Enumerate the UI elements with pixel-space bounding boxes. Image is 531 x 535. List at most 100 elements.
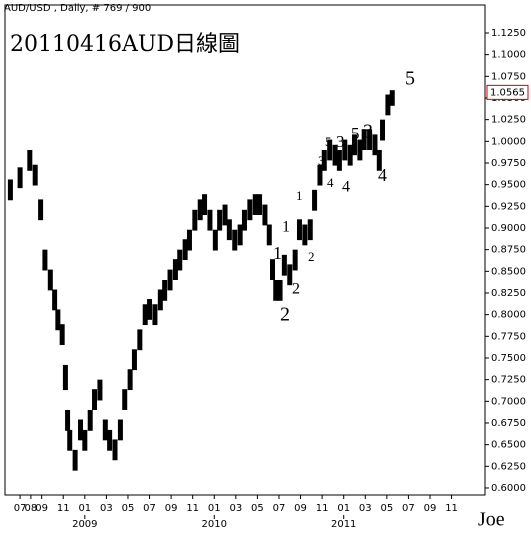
y-tick-label: 0.9750 [491,158,526,169]
price-bar [367,129,373,150]
wave-label: 2 [308,249,315,264]
x-tick-label: 09 [165,503,178,514]
wave-label: 1 [282,219,290,236]
y-tick-label: 0.7750 [491,331,526,342]
price-bar [281,254,287,276]
x-tick-label: 01 [208,503,221,514]
price-bar [380,119,386,141]
last-price-box [486,84,529,100]
x-tick-label: 09 [424,503,437,514]
price-bar [207,209,213,231]
price-bar [336,149,342,171]
y-tick-label: 1.1000 [491,50,526,61]
y-tick-label: 0.8500 [491,266,526,277]
price-bar [172,259,178,280]
x-tick-label: 11 [445,503,458,514]
x-tick-label: 11 [57,503,70,514]
price-bar [55,309,61,331]
plot-frame [4,4,486,496]
price-bar [372,134,378,156]
wave-label: 4 [342,179,350,196]
wave-label: 2 [280,304,290,326]
price-bar [212,229,218,251]
price-bar [152,304,158,326]
price-bar [385,94,391,116]
price-bar [296,219,302,241]
wave-label: 1 [273,243,282,263]
y-tick-label: 0.6500 [491,440,526,451]
price-bar [122,389,128,410]
price-bar [332,144,338,166]
x-tick-label: 01 [337,503,350,514]
price-bar [65,409,71,431]
price-bar [197,199,203,221]
y-tick-label: 1.0250 [491,115,526,126]
price-bar [273,279,279,301]
x-tick-label: 03 [100,503,113,514]
x-tick-label: 11 [316,503,329,514]
signature: Joe [478,509,505,531]
price-bar [97,379,103,401]
price-bar [361,129,367,150]
x-tick-label: 07 [402,503,415,514]
x-tick-label: 05 [122,503,135,514]
price-bar [32,164,38,186]
price-bar [217,209,223,231]
x-tick-label: 09 [294,503,307,514]
year-label: 2011 [331,519,356,530]
year-label: 2009 [72,519,97,530]
y-tick-label: 0.7000 [491,396,526,407]
price-bar [232,229,238,251]
wave-label: 3 [363,121,373,143]
chart-header: AUD/USD , Daily, # 769 / 900 [4,3,151,14]
price-bar [277,279,283,301]
price-bar [266,224,272,246]
y-tick-label: 1.1250 [491,28,526,39]
price-bar [376,149,382,171]
price-bar [72,449,78,471]
price-bar [7,179,13,201]
price-bar [327,139,333,161]
price-bar [117,419,123,441]
wave-label: 5 [325,134,332,149]
x-tick-label: 05 [251,503,264,514]
x-tick-label: 03 [359,503,372,514]
year-label: 2010 [202,519,227,530]
price-bar [252,194,258,215]
price-bar [78,419,84,441]
price-bar [302,224,308,246]
price-bar [202,194,208,215]
y-tick-label: 0.9500 [491,180,526,191]
price-bar [107,429,113,451]
price-bar [17,167,23,189]
y-tick-label: 0.8000 [491,310,526,321]
price-bar [27,149,33,171]
price-bar [192,209,198,231]
price-bar [157,289,163,311]
price-bar [270,259,276,280]
price-bar [257,194,263,215]
price-bar [47,269,53,291]
price-bar [167,269,173,291]
price-bar [67,429,73,451]
price-bar [347,144,353,166]
x-tick-label: 07 [143,503,156,514]
price-bar [317,164,323,186]
price-bar [237,224,243,246]
x-tick-label: 08 [25,503,38,514]
x-tick-label: 07 [273,503,286,514]
price-bar [38,199,44,221]
wave-label: 4 [327,175,334,190]
price-bar [307,219,313,241]
wave-label: 5 [351,124,360,143]
price-bar [102,419,108,441]
price-bar [321,149,327,171]
y-tick-label: 0.8750 [491,245,526,256]
price-bar [357,139,363,161]
price-bar [142,304,148,326]
y-tick-label: 0.9250 [491,201,526,212]
y-tick-label: 0.6750 [491,418,526,429]
y-tick-label: 0.7500 [491,353,526,364]
wave-label: 4 [378,165,387,185]
price-bar [147,299,153,320]
